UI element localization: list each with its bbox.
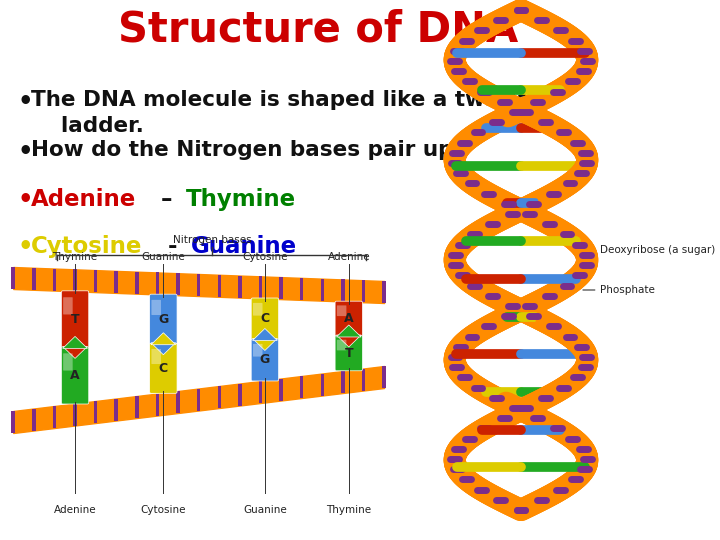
Bar [279, 379, 283, 401]
FancyBboxPatch shape [150, 294, 177, 344]
FancyBboxPatch shape [251, 298, 279, 340]
Text: Deoxyribose (a sugar): Deoxyribose (a sugar) [583, 245, 716, 255]
Bar [156, 394, 159, 415]
Text: Adenine: Adenine [31, 188, 136, 211]
FancyBboxPatch shape [63, 297, 73, 314]
Text: Adenine: Adenine [54, 505, 96, 515]
FancyBboxPatch shape [337, 306, 346, 316]
Bar [53, 268, 56, 291]
Bar [32, 408, 35, 430]
Bar [176, 273, 180, 295]
Text: T: T [71, 313, 79, 326]
Text: G: G [260, 354, 270, 367]
Bar [341, 371, 345, 393]
Bar [94, 270, 97, 292]
FancyBboxPatch shape [337, 340, 346, 350]
FancyBboxPatch shape [335, 301, 362, 336]
Polygon shape [151, 333, 176, 345]
Bar [94, 401, 97, 423]
Polygon shape [151, 343, 176, 355]
FancyBboxPatch shape [253, 303, 263, 315]
Bar [53, 406, 56, 428]
Bar [238, 275, 242, 298]
Text: -: - [161, 235, 186, 258]
Bar [217, 275, 221, 297]
FancyBboxPatch shape [61, 291, 89, 348]
Polygon shape [253, 328, 277, 341]
Bar [197, 388, 200, 410]
Bar [73, 403, 77, 426]
Bar [238, 383, 242, 406]
Bar [279, 277, 283, 299]
Text: Thymine: Thymine [186, 188, 296, 211]
Bar [382, 281, 386, 303]
FancyBboxPatch shape [251, 339, 279, 381]
Text: ladder.: ladder. [31, 116, 144, 136]
Text: A: A [71, 369, 80, 382]
Text: Guanine: Guanine [141, 252, 185, 262]
Text: Structure of DNA: Structure of DNA [118, 9, 518, 51]
Polygon shape [336, 335, 361, 347]
Bar [341, 279, 345, 301]
Polygon shape [63, 347, 87, 359]
FancyBboxPatch shape [253, 344, 263, 356]
Text: A: A [344, 312, 354, 325]
Text: T: T [344, 347, 353, 360]
Bar [114, 271, 118, 293]
FancyBboxPatch shape [335, 335, 362, 371]
Text: Adenine: Adenine [328, 252, 370, 262]
Polygon shape [253, 339, 277, 350]
FancyBboxPatch shape [151, 300, 161, 315]
Bar [217, 386, 221, 408]
Bar [32, 268, 35, 290]
Text: Nitrogen bases: Nitrogen bases [173, 235, 251, 245]
Text: How do the Nitrogen bases pair up?: How do the Nitrogen bases pair up? [31, 140, 466, 160]
Polygon shape [63, 336, 87, 348]
Polygon shape [336, 325, 361, 337]
Bar [12, 267, 15, 289]
Text: •: • [18, 188, 33, 212]
FancyBboxPatch shape [63, 353, 73, 370]
Bar [258, 381, 262, 403]
Text: Cytosine: Cytosine [242, 252, 288, 262]
FancyBboxPatch shape [61, 347, 89, 404]
Bar [361, 280, 365, 302]
Text: Phosphate: Phosphate [583, 285, 655, 295]
Text: •: • [18, 235, 33, 259]
Text: G: G [158, 313, 168, 326]
Text: Thymine: Thymine [326, 505, 372, 515]
Text: •: • [18, 90, 33, 114]
Bar [320, 279, 324, 301]
Text: C: C [261, 313, 269, 326]
Bar [12, 411, 15, 433]
Text: The DNA molecule is shaped like a twisted: The DNA molecule is shaped like a twiste… [31, 90, 545, 110]
FancyBboxPatch shape [151, 349, 161, 364]
Bar [382, 366, 386, 388]
Bar [73, 269, 77, 292]
Text: –: – [153, 188, 181, 211]
Bar [135, 272, 139, 294]
Bar [320, 374, 324, 395]
Bar [197, 274, 200, 296]
Bar [176, 391, 180, 413]
Bar [361, 368, 365, 390]
Text: Cytosine: Cytosine [31, 235, 143, 258]
Bar [114, 399, 118, 421]
Text: Guanine: Guanine [243, 505, 287, 515]
Text: Thymine: Thymine [53, 252, 98, 262]
Text: Cytosine: Cytosine [140, 505, 186, 515]
Bar [300, 278, 303, 300]
Bar [258, 276, 262, 298]
Text: •: • [18, 140, 33, 164]
FancyBboxPatch shape [150, 343, 177, 393]
Text: Guanine: Guanine [190, 235, 297, 258]
Text: C: C [159, 362, 168, 375]
Bar [156, 273, 159, 294]
Bar [300, 376, 303, 398]
Bar [135, 396, 139, 418]
